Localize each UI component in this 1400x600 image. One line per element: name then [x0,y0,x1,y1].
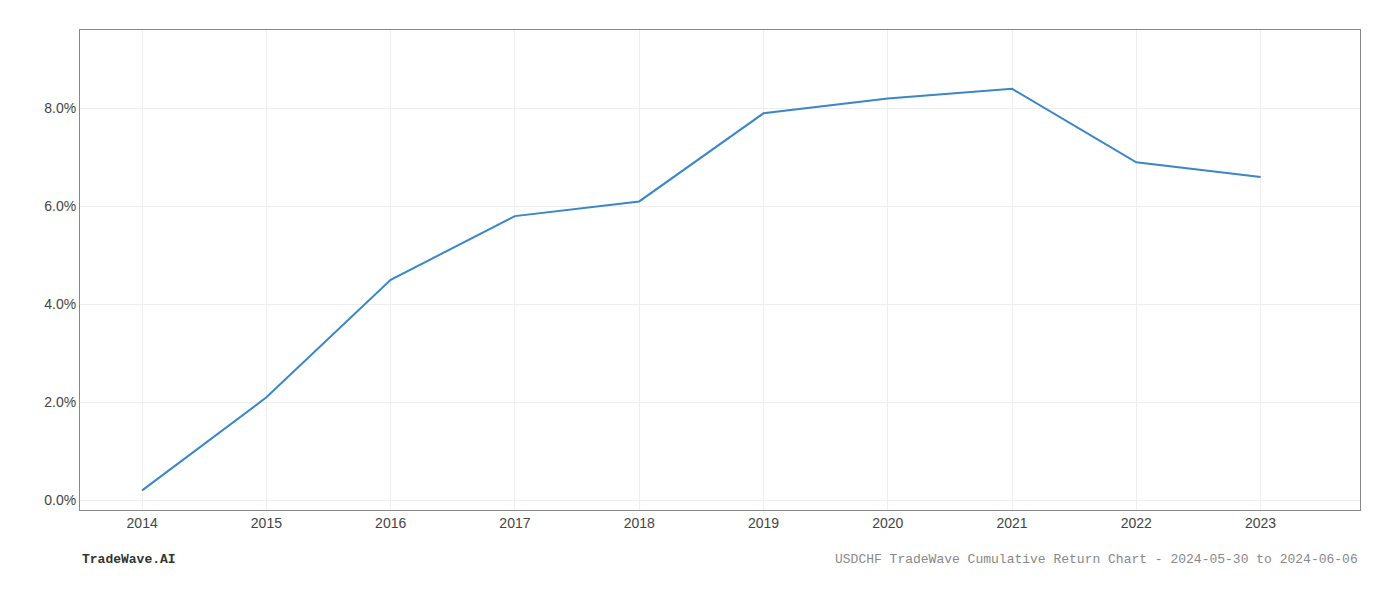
svg-text:2017: 2017 [499,515,530,531]
svg-text:TradeWave.AI: TradeWave.AI [82,552,176,567]
svg-text:2018: 2018 [624,515,655,531]
svg-text:0.0%: 0.0% [44,492,76,508]
svg-text:USDCHF TradeWave Cumulative Re: USDCHF TradeWave Cumulative Return Chart… [835,552,1358,567]
svg-text:2015: 2015 [251,515,282,531]
svg-text:2.0%: 2.0% [44,394,76,410]
svg-text:2021: 2021 [996,515,1027,531]
svg-text:2020: 2020 [872,515,903,531]
svg-text:2019: 2019 [748,515,779,531]
svg-text:8.0%: 8.0% [44,100,76,116]
svg-text:2014: 2014 [127,515,158,531]
svg-text:4.0%: 4.0% [44,296,76,312]
svg-text:6.0%: 6.0% [44,198,76,214]
svg-text:2016: 2016 [375,515,406,531]
svg-text:2023: 2023 [1245,515,1276,531]
svg-text:2022: 2022 [1121,515,1152,531]
